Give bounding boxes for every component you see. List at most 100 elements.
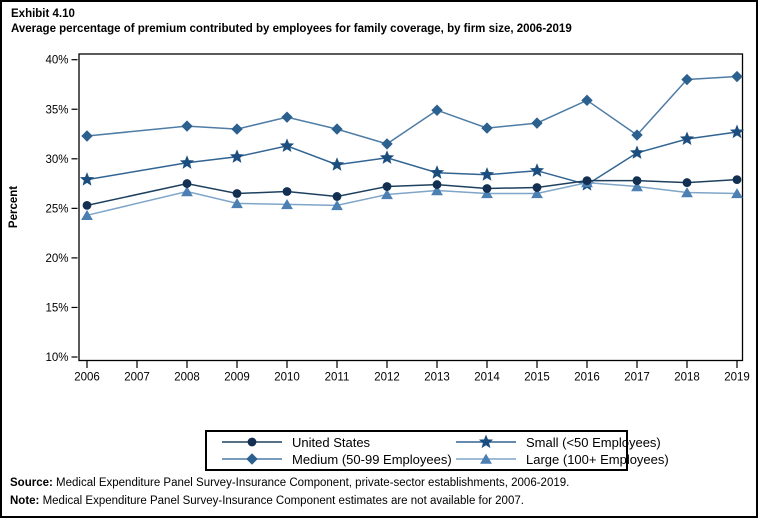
data-point-united-states-2015 — [532, 183, 542, 192]
legend-marker-diamond-icon — [222, 453, 282, 465]
data-point-medium-50-99-employees-2008 — [181, 120, 193, 132]
x-tick-label: 2007 — [124, 372, 150, 384]
data-point-large-100-employees-2019 — [731, 188, 743, 199]
legend-glyph-united-states — [247, 437, 257, 447]
data-point-medium-50-99-employees-2016 — [581, 94, 593, 107]
legend-label-small: Small (<50 Employees) — [526, 434, 661, 450]
note-label: Note: — [10, 494, 40, 507]
data-point-small-50-employees-2011 — [329, 157, 345, 171]
data-point-united-states-2019 — [732, 175, 742, 185]
data-point-large-100-employees-2015 — [531, 188, 543, 199]
legend-label-medium: Medium (50-99 Employees) — [292, 451, 452, 467]
legend-item-medium: Medium (50-99 Employees) — [221, 451, 455, 467]
legend-item-small: Small (<50 Employees) — [455, 434, 669, 450]
data-point-united-states-2011 — [332, 192, 342, 201]
legend-label-large: Large (100+ Employees) — [526, 451, 669, 467]
chart-title: Average percentage of premium contribute… — [11, 23, 572, 35]
series-line-small-50-employees — [86, 131, 738, 186]
data-point-large-100-employees-2018 — [681, 187, 693, 198]
line-chart-canvas: 10% 15% 20% 25% 30% 35% 40% 2006 2007 2008 2009 201… — [8, 53, 750, 384]
data-point-medium-50-99-employees-2009 — [231, 123, 243, 135]
x-tick-label: 2015 — [524, 372, 550, 384]
y-tick-label: 15% — [45, 302, 68, 314]
data-point-small-50-employees-2008 — [179, 155, 195, 169]
note-line: Note: Medical Expenditure Panel Survey-I… — [10, 493, 569, 511]
data-point-small-50-employees-2009 — [229, 149, 245, 163]
x-tick-label: 2010 — [274, 372, 300, 384]
x-tick-label: 2016 — [574, 372, 600, 384]
y-tick-label: 10% — [45, 352, 68, 364]
data-point-large-100-employees-2013 — [431, 185, 443, 196]
data-point-united-states-2012 — [382, 182, 392, 191]
data-point-large-100-employees-2009 — [231, 197, 243, 209]
legend-glyph-large-100-employees — [480, 453, 492, 464]
data-point-small-50-employees-2013 — [429, 165, 445, 179]
data-point-medium-50-99-employees-2017 — [631, 129, 643, 141]
footer: Source: Medical Expenditure Panel Survey… — [10, 475, 569, 510]
data-point-small-50-employees-2012 — [379, 150, 395, 164]
y-tick-label: 40% — [45, 55, 68, 67]
data-point-united-states-2014 — [482, 184, 492, 193]
data-point-medium-50-99-employees-2011 — [331, 123, 343, 135]
data-point-united-states-2013 — [432, 180, 442, 189]
y-tick-label: 20% — [45, 253, 68, 265]
data-point-large-100-employees-2011 — [331, 199, 343, 211]
plot-frame — [78, 53, 744, 362]
x-tick-label: 2011 — [325, 372, 350, 384]
data-point-united-states-2018 — [682, 178, 692, 187]
data-point-united-states-2009 — [232, 189, 242, 198]
source-text: Medical Expenditure Panel Survey-Insuran… — [52, 477, 570, 489]
exhibit-number: Exhibit 4.10 — [11, 8, 75, 20]
source-label: Source: — [10, 477, 53, 489]
x-tick-label: 2014 — [474, 372, 500, 384]
data-point-medium-50-99-employees-2013 — [431, 104, 443, 116]
source-line: Source: Medical Expenditure Panel Survey… — [10, 475, 569, 493]
legend-marker-circle-icon — [222, 437, 282, 447]
legend-glyph-small-50-employees — [478, 434, 494, 449]
y-axis-title: Percent — [8, 186, 20, 228]
x-tick-label: 2008 — [174, 372, 200, 384]
data-point-small-50-employees-2014 — [479, 167, 495, 181]
data-point-large-100-employees-2010 — [281, 198, 293, 210]
data-point-united-states-2010 — [282, 187, 292, 196]
legend-item-large: Large (100+ Employees) — [455, 451, 669, 467]
data-point-medium-50-99-employees-2014 — [481, 122, 493, 134]
title-block: Exhibit 4.10 Average percentage of premi… — [11, 7, 572, 37]
x-tick-label: 2012 — [374, 372, 400, 384]
data-point-medium-50-99-employees-2010 — [281, 111, 293, 123]
x-tick-label: 2013 — [424, 372, 450, 384]
legend-marker-star-icon — [456, 434, 516, 449]
data-point-small-50-employees-2019 — [729, 124, 745, 139]
data-point-small-50-employees-2018 — [679, 131, 695, 146]
x-tick-label: 2018 — [674, 372, 700, 384]
legend-glyph-medium-50-99-employees — [246, 453, 258, 465]
y-tick-label: 30% — [45, 154, 68, 166]
data-point-large-100-employees-2014 — [481, 188, 493, 199]
data-point-medium-50-99-employees-2012 — [381, 138, 393, 150]
legend-marker-triangle-icon — [456, 453, 516, 464]
data-point-united-states-2008 — [182, 179, 192, 188]
data-point-small-50-employees-2006 — [79, 172, 95, 186]
x-tick-label: 2017 — [624, 372, 650, 384]
data-point-small-50-employees-2015 — [529, 163, 545, 177]
y-tick-label: 25% — [45, 203, 68, 215]
data-point-united-states-2006 — [82, 200, 92, 210]
data-point-large-100-employees-2008 — [181, 186, 193, 197]
data-point-united-states-2016 — [582, 176, 592, 186]
data-point-medium-50-99-employees-2019 — [731, 70, 743, 83]
data-point-medium-50-99-employees-2006 — [81, 130, 93, 142]
note-text: Medical Expenditure Panel Survey-Insuran… — [39, 494, 524, 507]
data-point-medium-50-99-employees-2018 — [681, 73, 693, 86]
x-tick-label: 2009 — [224, 372, 250, 384]
legend-item-united-states: United States — [221, 434, 455, 450]
x-tick-label: 2006 — [74, 372, 100, 384]
y-tick-label: 35% — [45, 104, 68, 116]
data-point-large-100-employees-2006 — [81, 209, 93, 220]
data-point-medium-50-99-employees-2015 — [531, 117, 543, 129]
x-tick-label: 2019 — [724, 372, 750, 384]
data-point-large-100-employees-2012 — [381, 189, 393, 200]
data-point-large-100-employees-2017 — [631, 181, 643, 192]
legend: United States Small (<50 Employees) Medi… — [205, 430, 669, 471]
data-point-united-states-2017 — [632, 176, 642, 186]
